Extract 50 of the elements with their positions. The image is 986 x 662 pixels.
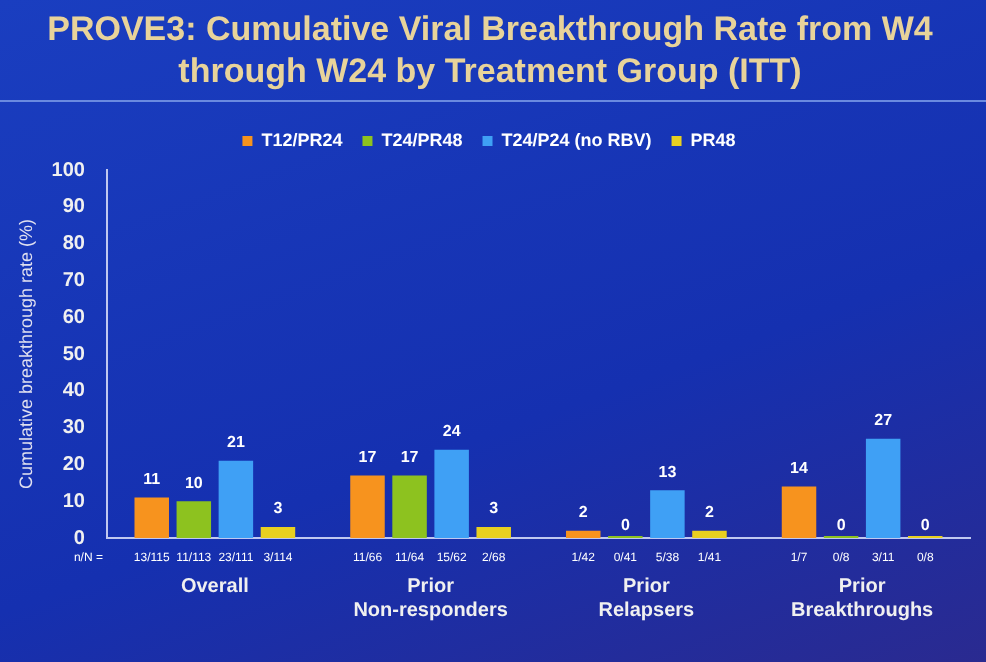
x-tick-label: Overall xyxy=(180,575,250,598)
data-label: 2 xyxy=(578,503,589,522)
legend-label: PR48 xyxy=(690,129,736,150)
bar xyxy=(566,530,601,538)
y-tick-label: 40 xyxy=(62,380,86,403)
bar xyxy=(434,449,469,538)
y-tick-label: 0 xyxy=(73,527,86,550)
data-label: 27 xyxy=(874,411,894,430)
data-label: 14 xyxy=(790,458,809,477)
data-label: 24 xyxy=(442,422,462,441)
y-tick-label: 100 xyxy=(51,159,86,182)
data-label: 13 xyxy=(658,462,678,481)
data-label: 0 xyxy=(620,516,631,535)
bar xyxy=(692,530,727,538)
data-label: 11 xyxy=(143,469,162,488)
bar xyxy=(176,501,212,538)
y-tick-label: 90 xyxy=(62,196,86,219)
chart-title: PROVE3: Cumulative Viral Breakthrough Rate from W4 through W24 by Treatment Group (ITT) xyxy=(45,8,935,92)
x-tick-label: Prior Relapsers xyxy=(598,575,696,622)
bar xyxy=(392,475,427,538)
y-tick-label: 50 xyxy=(62,343,86,366)
bar xyxy=(218,460,254,538)
y-axis-title: Cumulative breakthrough rate (%) xyxy=(15,218,36,490)
x-tick-label: Prior Breakthroughs xyxy=(791,575,935,622)
bar xyxy=(260,526,296,538)
data-label: 2 xyxy=(705,503,716,522)
bar xyxy=(350,475,385,538)
y-tick-label: 80 xyxy=(62,233,86,256)
data-label: 3 xyxy=(489,499,500,518)
bar xyxy=(781,486,817,538)
data-label: 10 xyxy=(184,473,204,492)
bar xyxy=(134,497,169,538)
y-tick-label: 10 xyxy=(62,490,86,513)
legend-label: T24/P24 (no RBV) xyxy=(501,129,652,150)
y-tick-label: 20 xyxy=(62,453,86,476)
data-label: 17 xyxy=(358,447,378,466)
data-label: 0 xyxy=(836,516,847,535)
y-tick-label: 30 xyxy=(62,417,86,440)
legend-label: T24/PR48 xyxy=(381,129,463,150)
data-label: 0 xyxy=(920,516,931,535)
bar xyxy=(476,526,511,538)
data-label: 21 xyxy=(226,433,246,452)
y-tick-label: 70 xyxy=(62,269,86,292)
bar xyxy=(650,490,685,538)
data-label: 3 xyxy=(273,499,284,518)
x-tick-label: Prior Non-responders xyxy=(353,575,509,622)
bar xyxy=(865,438,901,538)
data-label: 17 xyxy=(400,447,420,466)
y-tick-label: 60 xyxy=(62,306,86,329)
legend-label: T12/PR24 xyxy=(261,129,343,150)
